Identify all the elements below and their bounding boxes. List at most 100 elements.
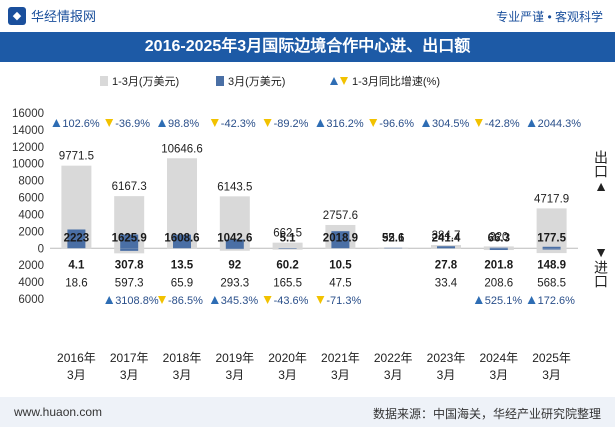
- x-tick-label-year: 2023年: [427, 351, 466, 365]
- import-q1-bar: [167, 248, 197, 249]
- x-tick-label-month: 3月: [120, 368, 139, 382]
- export-growth-label: 2044.3%: [538, 118, 582, 130]
- footer: www.huaon.com 数据来源：中国海关，华经产业研究院整理: [0, 397, 615, 427]
- export-growth-down-icon: [210, 119, 219, 127]
- import-growth-label: 345.3%: [221, 295, 259, 307]
- x-tick-label-year: 2017年: [110, 351, 149, 365]
- export-growth-label: 316.2%: [326, 118, 364, 130]
- y-tick-label: 10000: [12, 159, 44, 171]
- export-q1-label: 6167.3: [112, 181, 147, 193]
- slogan: 专业严谨 • 客观科学: [496, 10, 603, 24]
- x-tick-label-month: 3月: [489, 368, 508, 382]
- import-growth-label: -43.6%: [274, 295, 309, 307]
- export-q1-label: 9771.5: [59, 151, 94, 163]
- y-tick-label: 8000: [18, 176, 44, 188]
- export-q1-label: 220: [489, 231, 508, 243]
- export-growth-down-icon: [474, 119, 483, 127]
- export-mar-label: 1608.6: [164, 232, 199, 244]
- export-growth-down-icon: [263, 119, 272, 127]
- y-tick-label: 2000: [18, 260, 44, 272]
- export-q1-label: 10646.6: [161, 143, 203, 155]
- x-tick-label-month: 3月: [384, 368, 403, 382]
- export-growth-label: -42.8%: [485, 118, 520, 130]
- import-q1-label: 18.6: [65, 277, 87, 289]
- import-q1-bar: [536, 248, 567, 254]
- export-mar-bar: [437, 246, 455, 249]
- export-mar-label: 1625.9: [112, 232, 147, 244]
- x-tick-label-year: 2019年: [215, 351, 254, 365]
- legend-up-triangle: [330, 77, 338, 85]
- import-q1-label: 65.9: [171, 277, 193, 289]
- x-tick-label-year: 2016年: [57, 351, 96, 365]
- import-q1-label: 47.5: [329, 277, 351, 289]
- x-tick-label-year: 2025年: [532, 351, 571, 365]
- y-tick-label: 4000: [18, 209, 44, 221]
- top-bar: ◆ 华经情报网 专业严谨 • 客观科学: [0, 0, 615, 30]
- export-growth-up-icon: [158, 119, 166, 127]
- import-mar-bar: [542, 248, 561, 250]
- export-growth-label: -96.6%: [379, 118, 414, 130]
- import-q1-label: 165.5: [273, 277, 302, 289]
- export-side-label: 出口▲: [593, 150, 609, 194]
- import-growth-up-icon: [474, 296, 483, 304]
- legend-mar-label: 3月(万美元): [228, 75, 285, 88]
- x-tick-label-month: 3月: [173, 368, 192, 382]
- export-growth-down-icon: [369, 119, 378, 127]
- import-growth-label: 3108.8%: [115, 295, 159, 307]
- export-q1-label: 662.5: [273, 228, 302, 240]
- export-q1-label: 6143.5: [217, 181, 252, 193]
- import-mar-label: 148.9: [537, 260, 566, 272]
- export-q1-label: 2757.6: [323, 210, 358, 222]
- import-mar-bar: [489, 248, 508, 250]
- export-mar-bar: [489, 247, 508, 249]
- logo: ◆ 华经情报网: [8, 6, 96, 25]
- x-tick-label-year: 2022年: [374, 351, 413, 365]
- legend-down-triangle: [340, 77, 348, 85]
- y-tick-label: 16000: [12, 108, 44, 120]
- import-mar-bar: [278, 248, 297, 249]
- import-q1-label: 597.3: [115, 277, 144, 289]
- export-q1-bar: [483, 246, 514, 249]
- export-growth-down-icon: [105, 119, 114, 127]
- x-tick-label-month: 3月: [331, 368, 350, 382]
- export-q1-bar: [536, 208, 567, 249]
- import-q1-label: 568.5: [537, 277, 566, 289]
- export-mar-bar: [331, 231, 350, 249]
- export-growth-label: -89.2%: [274, 118, 309, 130]
- export-mar-label: 1042.6: [217, 232, 252, 244]
- import-q1-bar: [219, 248, 250, 251]
- export-mar-label: 241.4: [432, 232, 461, 244]
- y-tick-label: 0: [38, 243, 44, 255]
- logo-text: 华经情报网: [31, 9, 97, 24]
- import-mar-label: 4.1: [68, 260, 85, 272]
- import-q1-bar: [272, 248, 303, 250]
- legend-q1-swatch: [100, 76, 108, 86]
- x-tick-label-month: 3月: [278, 368, 297, 382]
- x-tick-label-month: 3月: [437, 368, 456, 382]
- export-growth-up-icon: [422, 119, 430, 127]
- footer-url: www.huaon.com: [14, 405, 103, 419]
- y-tick-label: 14000: [12, 125, 44, 137]
- import-mar-label: 10.5: [329, 260, 352, 272]
- import-q1-label: 208.6: [484, 277, 513, 289]
- export-growth-up-icon: [52, 119, 61, 127]
- logo-icon: ◆: [8, 6, 26, 25]
- import-side-label: ▼进口: [593, 244, 609, 288]
- chart-title: 2016-2025年3月国际边境合作中心进、出口额: [0, 32, 615, 62]
- x-tick-label-month: 3月: [542, 368, 561, 382]
- y-tick-label: 6000: [18, 294, 44, 306]
- import-mar-label: 13.5: [171, 260, 194, 272]
- export-growth-label: 304.5%: [432, 118, 470, 130]
- export-mar-label: 66.3: [488, 232, 510, 244]
- export-mar-label: 52.6: [382, 232, 404, 244]
- export-mar-label: 2223: [64, 232, 90, 244]
- import-growth-up-icon: [105, 296, 114, 304]
- import-mar-label: 92: [228, 260, 241, 272]
- import-mar-label: 307.8: [115, 260, 144, 272]
- y-tick-label: 12000: [12, 142, 44, 154]
- import-mar-label: 201.8: [484, 260, 513, 272]
- import-mar-label: 60.2: [276, 260, 298, 272]
- import-growth-label: -71.3%: [326, 295, 361, 307]
- y-tick-label: 2000: [18, 226, 44, 238]
- y-tick-label: 6000: [18, 193, 44, 205]
